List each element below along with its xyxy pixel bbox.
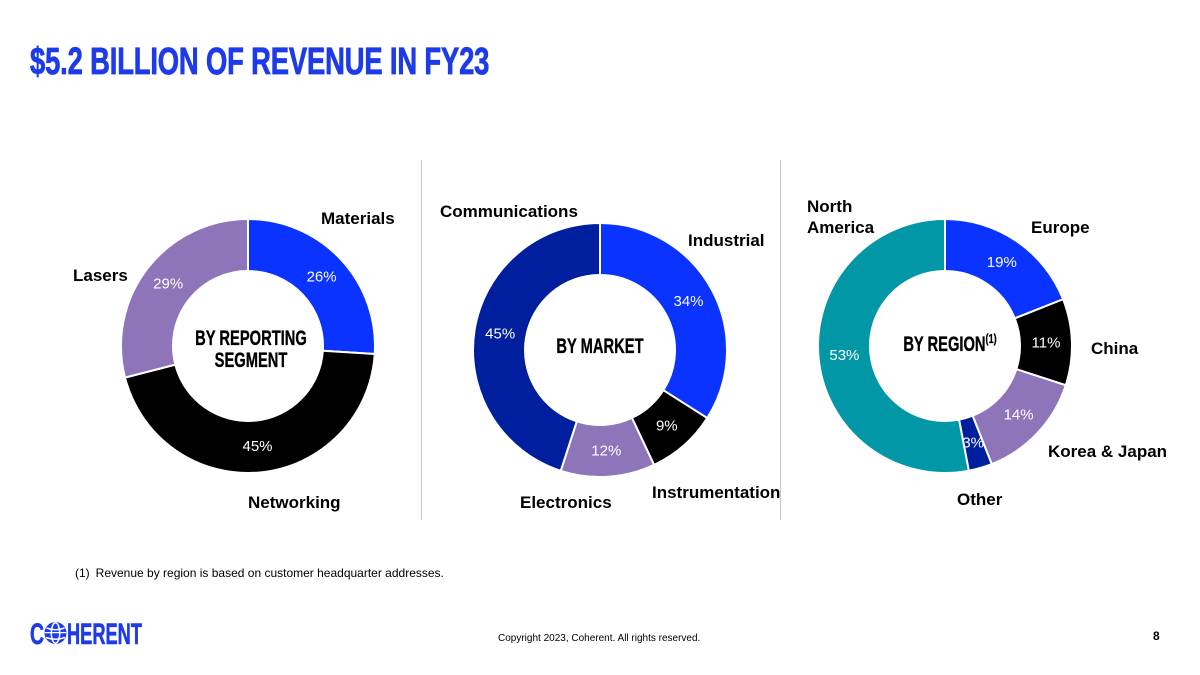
category-label-china: China [1091, 339, 1139, 358]
value-label-north-america: 53% [829, 347, 859, 364]
category-label-networking: Networking [248, 493, 341, 512]
column-divider [421, 160, 422, 520]
chart-title-reporting-segment: BY REPORTING SEGMENT [195, 327, 307, 372]
category-label-electronics: Electronics [520, 493, 612, 512]
value-label-europe: 19% [987, 254, 1017, 271]
slide-title: $5.2 BILLION OF REVENUE IN FY23 [30, 41, 490, 83]
value-label-korea-and-japan: 14% [1004, 407, 1034, 424]
value-label-electronics: 12% [591, 442, 621, 459]
category-label-korea-and-japan: Korea & Japan [1048, 442, 1168, 461]
value-label-instrumentation: 9% [656, 417, 678, 434]
slice-industrial [599, 222, 728, 420]
category-label-materials: Materials [321, 209, 395, 228]
category-label-instrumentation: Instrumentation [652, 483, 781, 502]
donut-chart-reporting-segment: 26% 45% 29% BY REPORTING SEGMENT [118, 216, 378, 476]
slice-lasers [120, 218, 249, 379]
value-label-materials: 26% [307, 268, 337, 285]
value-label-china: 11% [1032, 334, 1061, 351]
footnote-marker: (1) [75, 566, 90, 580]
value-label-communications: 45% [485, 326, 515, 343]
footnote-reference: (1) [985, 331, 997, 346]
page-number: 8 [1153, 629, 1160, 643]
value-label-industrial: 34% [673, 293, 703, 310]
category-label-other: Other [957, 490, 1003, 509]
value-label-other: 3% [962, 435, 984, 452]
category-label-europe: Europe [1031, 218, 1090, 237]
donut-svg-market: 34% 9% 12% 45% [472, 222, 728, 478]
category-label-lasers: Lasers [73, 266, 128, 285]
value-label-networking: 45% [242, 438, 272, 455]
category-label-communications: Communications [440, 202, 578, 221]
slice-north-america [817, 218, 970, 474]
donut-chart-region: 19% 11% 14% 3% 53% BY REGION(1) [815, 216, 1075, 476]
footnote: (1) Revenue by region is based on custome… [75, 566, 444, 580]
category-label-industrial: Industrial [688, 231, 765, 250]
chart-title-region-text: BY REGION [903, 333, 986, 356]
slice-communications [472, 222, 601, 472]
footnote-text: Revenue by region is based on customer h… [95, 566, 444, 580]
column-divider [780, 160, 781, 520]
slice-materials [247, 218, 376, 355]
donut-svg-region: 19% 11% 14% 3% 53% [817, 218, 1073, 474]
logo-lettering-start: C [30, 618, 44, 651]
value-label-lasers: 29% [153, 276, 183, 293]
coherent-logo: C HERENT [30, 618, 143, 652]
logo-lettering-end: HERENT [67, 618, 142, 651]
donut-svg-reporting-segment: 26% 45% 29% [120, 218, 376, 474]
copyright-notice: Copyright 2023, Coherent. All rights res… [498, 633, 701, 644]
category-label-north-america: North America [807, 197, 875, 237]
chart-title-market: BY MARKET [556, 335, 644, 358]
donut-chart-market: 34% 9% 12% 45% BY MARKET [470, 220, 730, 480]
slice-networking [123, 349, 376, 474]
chart-title-region: BY REGION(1) [889, 331, 1012, 356]
globe-icon [44, 622, 67, 644]
